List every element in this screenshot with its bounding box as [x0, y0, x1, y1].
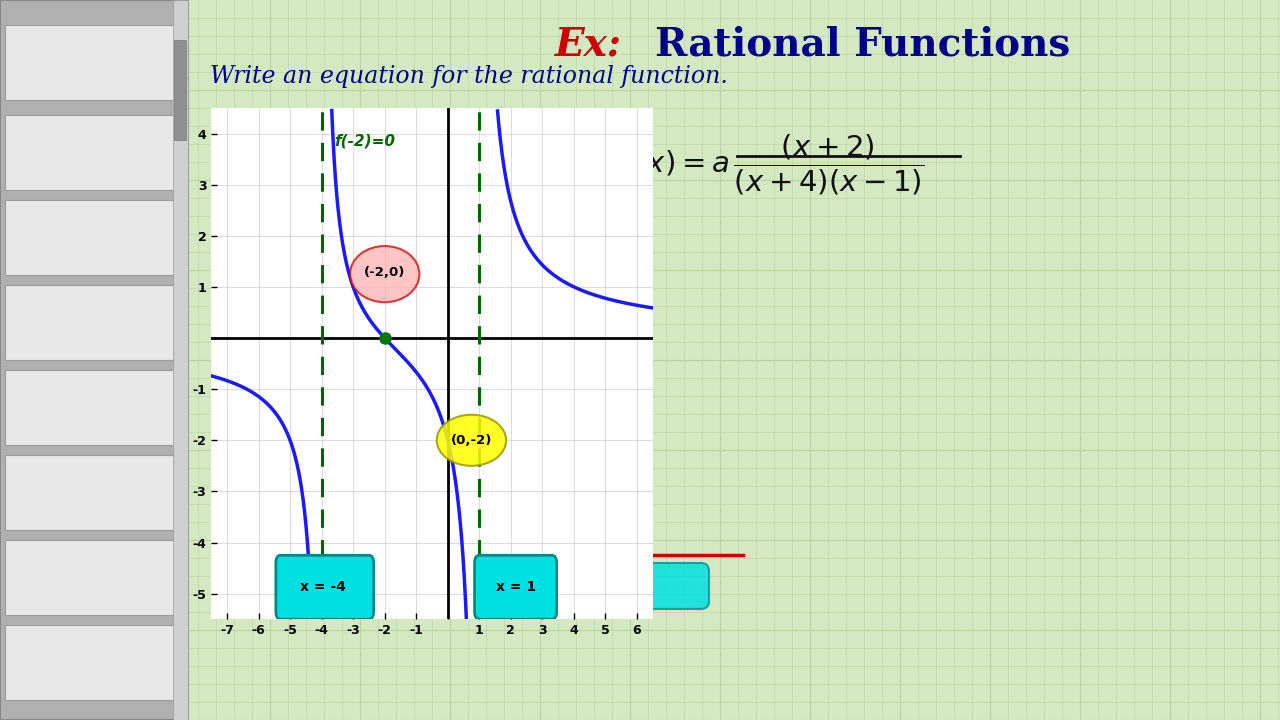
Text: x = 1: x = 1 — [495, 580, 535, 594]
FancyBboxPatch shape — [5, 625, 175, 700]
FancyBboxPatch shape — [173, 0, 188, 720]
Text: Write an equation for the rational function.: Write an equation for the rational funct… — [210, 66, 728, 89]
Ellipse shape — [349, 246, 420, 302]
Text: $a$: $a$ — [421, 539, 439, 570]
FancyBboxPatch shape — [448, 563, 570, 609]
FancyBboxPatch shape — [5, 285, 175, 360]
Ellipse shape — [412, 537, 448, 573]
FancyBboxPatch shape — [276, 555, 374, 619]
FancyBboxPatch shape — [174, 40, 186, 140]
Ellipse shape — [436, 415, 506, 466]
FancyBboxPatch shape — [5, 370, 175, 445]
Text: f(-2)=0: f(-2)=0 — [334, 134, 396, 149]
FancyBboxPatch shape — [5, 25, 175, 100]
Text: (-2,0): (-2,0) — [364, 266, 406, 279]
Text: $(\ \ \ \ \ \ \ )(\ \ \ \ \ \ \ )...$: $(\ \ \ \ \ \ \ )(\ \ \ \ \ \ \ )...$ — [456, 508, 631, 534]
Text: (0,-2): (0,-2) — [451, 433, 492, 447]
FancyBboxPatch shape — [468, 499, 573, 545]
FancyBboxPatch shape — [5, 200, 175, 275]
Text: $f\!\left(x\right)= a\,\dfrac{(x+2)}{(x+4)(x-1)}$: $f\!\left(x\right)= a\,\dfrac{(x+2)}{(x+… — [630, 133, 924, 197]
Text: Rational Functions: Rational Functions — [628, 25, 1070, 63]
Text: Ex:: Ex: — [554, 25, 622, 63]
FancyBboxPatch shape — [475, 555, 557, 619]
FancyBboxPatch shape — [5, 455, 175, 530]
FancyBboxPatch shape — [5, 540, 175, 615]
Text: $(\ \ \ \ \ \ \ )(\ \ \ \ \ \ \ )...$: $(\ \ \ \ \ \ \ )(\ \ \ \ \ \ \ )...$ — [456, 572, 631, 598]
FancyBboxPatch shape — [5, 115, 175, 190]
Text: $f\,(x) = $: $f\,(x) = $ — [285, 539, 372, 570]
Text: x = -4: x = -4 — [301, 580, 346, 594]
FancyBboxPatch shape — [0, 0, 188, 720]
FancyBboxPatch shape — [588, 563, 709, 609]
